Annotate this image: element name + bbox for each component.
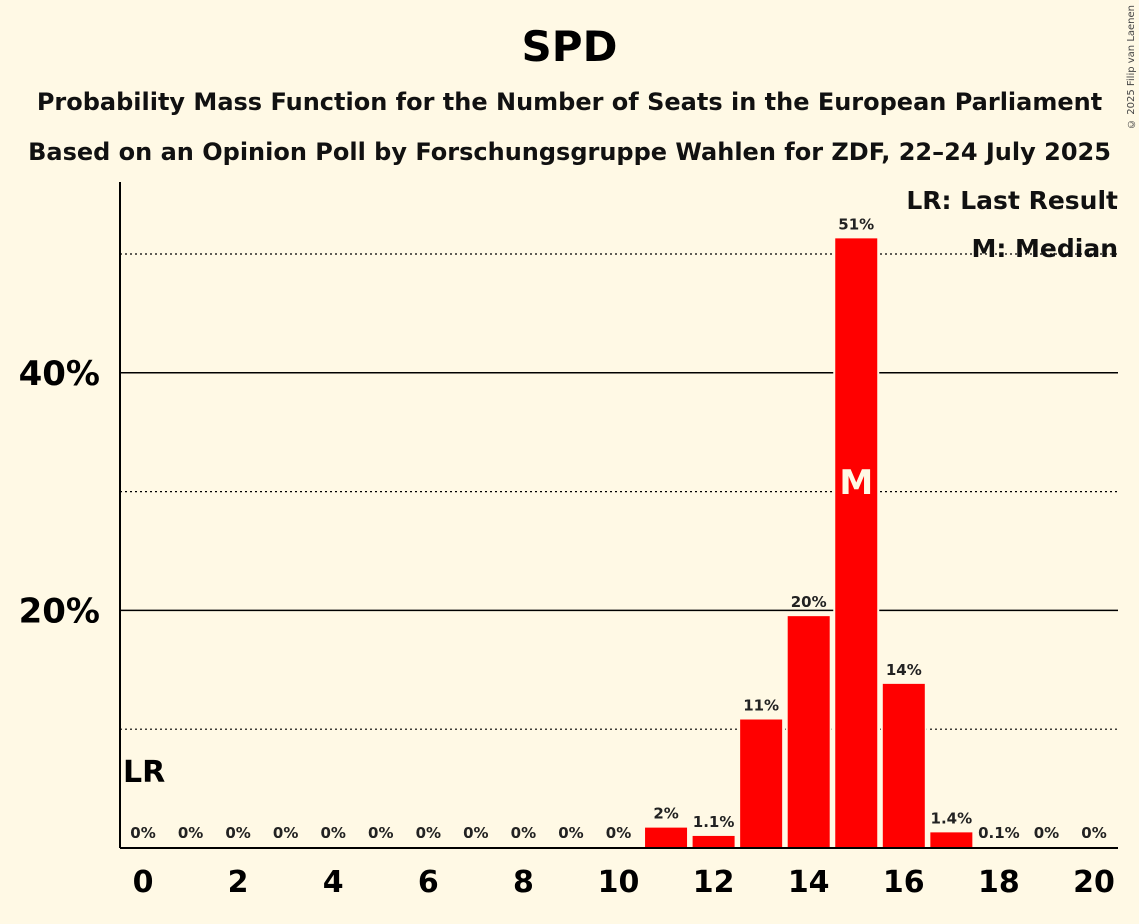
x-tick-label-4: 4 <box>323 865 344 900</box>
bar-11 <box>643 825 690 850</box>
bar-value-label-13: 11% <box>743 697 779 715</box>
bar-value-label-1: 0% <box>178 824 203 842</box>
y-tick-label-20: 20% <box>19 591 100 631</box>
bar-value-label-2: 0% <box>225 824 250 842</box>
bar-16 <box>880 681 927 849</box>
bar-12 <box>690 833 737 850</box>
x-tick-label-20: 20 <box>1073 865 1115 900</box>
bar-value-label-11: 2% <box>653 805 678 823</box>
bar-value-label-18: 0.1% <box>978 824 1020 842</box>
chart-subtitle: Probability Mass Function for the Number… <box>36 88 1103 116</box>
bar-value-label-4: 0% <box>320 824 345 842</box>
chart-subtitle-source: Based on an Opinion Poll by Forschungsgr… <box>28 138 1111 166</box>
bar-value-label-7: 0% <box>463 824 488 842</box>
x-tick-label-6: 6 <box>418 865 439 900</box>
x-tick-label-14: 14 <box>788 865 830 900</box>
bar-value-label-16: 14% <box>886 661 922 679</box>
bar-value-label-19: 0% <box>1034 824 1059 842</box>
chart-title: SPD <box>521 22 618 71</box>
bar-14 <box>785 614 832 849</box>
legend-entry-1: LR: Last Result <box>906 186 1118 215</box>
bar-value-label-0: 0% <box>130 824 155 842</box>
last-result-marker: LR <box>123 755 165 790</box>
median-marker: M <box>839 463 873 503</box>
bar-value-label-20: 0% <box>1081 824 1106 842</box>
bar-value-label-10: 0% <box>606 824 631 842</box>
x-tick-label-0: 0 <box>133 865 154 900</box>
x-tick-label-8: 8 <box>513 865 534 900</box>
x-tick-label-18: 18 <box>978 865 1020 900</box>
bar-value-label-5: 0% <box>368 824 393 842</box>
y-tick-label-40: 40% <box>19 354 100 394</box>
bar-value-label-12: 1.1% <box>693 813 735 831</box>
x-tick-label-12: 12 <box>693 865 735 900</box>
bar-13 <box>738 717 785 849</box>
bar-value-label-17: 1.4% <box>931 809 973 827</box>
x-tick-label-16: 16 <box>883 865 925 900</box>
bar-value-label-14: 20% <box>791 593 827 611</box>
bar-value-label-9: 0% <box>558 824 583 842</box>
bar-17 <box>928 830 975 849</box>
bar-value-label-8: 0% <box>511 824 536 842</box>
bar-value-label-3: 0% <box>273 824 298 842</box>
bar-15 <box>833 236 880 850</box>
x-tick-label-2: 2 <box>228 865 249 900</box>
legend-entry-2: M: Median <box>971 234 1118 263</box>
bar-value-label-6: 0% <box>416 824 441 842</box>
x-tick-label-10: 10 <box>598 865 640 900</box>
bar-value-label-15: 51% <box>838 215 874 233</box>
